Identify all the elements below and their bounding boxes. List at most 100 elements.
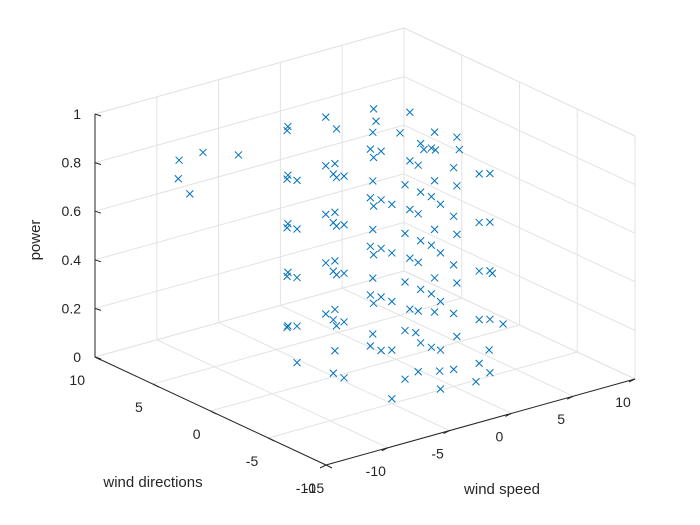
data-point	[449, 212, 458, 221]
data-point	[387, 394, 396, 403]
data-point	[475, 169, 484, 178]
gridline-z-back-left	[94, 76, 405, 164]
y-tick-label: 0	[193, 426, 201, 442]
x-tick	[505, 412, 512, 417]
z-tick	[94, 259, 102, 263]
y-tick-label: -5	[246, 453, 259, 469]
data-point	[293, 225, 301, 233]
data-point	[416, 139, 425, 148]
data-point	[387, 346, 396, 354]
y-axis-label: wind directions	[102, 474, 202, 491]
box-edge	[403, 27, 636, 137]
data-point	[486, 315, 494, 324]
data-point	[427, 343, 436, 352]
data-point	[475, 359, 484, 368]
data-point	[331, 256, 339, 265]
data-point	[329, 369, 338, 378]
gridline-z-back-left	[94, 270, 405, 358]
data-point	[436, 346, 445, 354]
data-point	[369, 299, 378, 308]
z-tick-label: 0.8	[62, 155, 82, 171]
data-point	[430, 128, 439, 136]
gridline-z-back-right	[403, 76, 636, 186]
data-point	[185, 190, 194, 198]
gridline-z-back-left	[94, 173, 405, 261]
data-point	[321, 259, 330, 267]
grid-layer	[94, 27, 636, 466]
data-point	[430, 225, 439, 234]
data-point	[293, 273, 301, 282]
data-point	[486, 218, 494, 226]
data-point	[293, 176, 301, 185]
x-tick	[566, 395, 574, 400]
data-point	[377, 147, 385, 156]
data-point	[414, 258, 423, 267]
data-point	[430, 308, 439, 316]
data-point	[366, 242, 375, 251]
z-tick	[94, 162, 102, 166]
y-tick	[210, 410, 217, 415]
data-point	[401, 326, 409, 335]
data-point	[401, 375, 409, 384]
x-tick-label: 0	[496, 428, 504, 444]
data-point	[453, 279, 461, 287]
data-point	[414, 307, 423, 315]
z-tick-label: 0.6	[62, 203, 82, 219]
data-point	[329, 218, 338, 227]
data-point	[449, 261, 458, 269]
gridline-floor-y	[210, 324, 520, 412]
data-point	[486, 368, 494, 377]
data-point	[377, 293, 385, 301]
data-point	[475, 218, 484, 227]
data-point	[414, 367, 423, 376]
gridline-floor-y	[152, 297, 462, 385]
data-point	[369, 250, 378, 259]
data-point	[449, 309, 458, 318]
data-point	[366, 193, 375, 202]
data-point	[416, 188, 425, 196]
x-tick	[628, 378, 636, 383]
z-tick	[94, 210, 102, 214]
data-point	[453, 133, 461, 142]
z-tick-label: 0.4	[62, 252, 82, 268]
data-point	[329, 170, 338, 178]
data-point	[406, 157, 414, 165]
x-axis-label: wind speed	[463, 481, 540, 498]
data-point	[283, 323, 291, 332]
data-point	[449, 365, 458, 374]
x-tick	[443, 430, 450, 435]
data-point	[199, 148, 207, 157]
data-point	[331, 208, 339, 217]
x-tick	[381, 447, 389, 452]
x-axis-line	[325, 378, 636, 466]
data-point	[430, 176, 439, 185]
data-point	[387, 297, 396, 306]
y-tick	[268, 437, 275, 442]
data-point	[472, 377, 480, 386]
y-tick-label: 5	[135, 399, 143, 415]
gridline-z-back-right	[403, 221, 636, 331]
data-point	[369, 202, 378, 210]
gridline-z-back-right	[403, 124, 636, 234]
data-point	[414, 161, 423, 170]
data-point	[436, 297, 445, 306]
gridline-floor-y	[268, 351, 578, 439]
data-point	[414, 209, 423, 218]
data-point	[420, 145, 428, 154]
data-point	[283, 272, 291, 281]
data-point	[368, 225, 377, 234]
data-point	[368, 274, 377, 282]
data-point	[406, 305, 414, 313]
data-point	[486, 169, 494, 178]
data-point	[321, 210, 330, 219]
data-point	[368, 128, 377, 137]
data-point	[427, 290, 436, 298]
gridline-z-back-left	[94, 221, 405, 309]
data-point	[475, 267, 484, 275]
data-point	[321, 310, 330, 318]
y-tick	[325, 464, 333, 469]
data-point	[332, 321, 341, 330]
data-point	[340, 172, 348, 180]
data-point	[455, 145, 464, 154]
